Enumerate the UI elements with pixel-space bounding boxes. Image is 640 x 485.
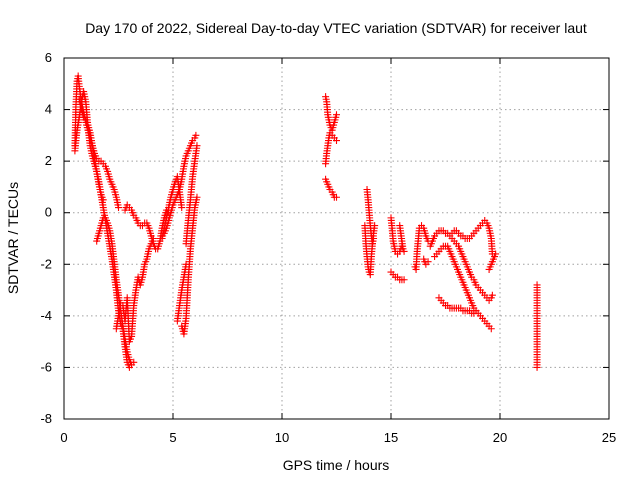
series-track-3 <box>75 95 107 204</box>
data-point <box>115 204 122 212</box>
series-track-14 <box>322 175 340 201</box>
x-tick-label: 15 <box>384 430 398 445</box>
data-point <box>130 358 138 366</box>
tick-label-layer: 0 5 10 15 20 25 -8 -6 -4 -2 0 2 4 6 <box>40 50 616 445</box>
y-tick-label: 2 <box>45 153 52 168</box>
data-point <box>492 250 500 258</box>
series-track-20 <box>411 222 432 273</box>
data-point <box>487 325 495 333</box>
series-track-26 <box>465 216 496 258</box>
series-track-24 <box>435 294 480 317</box>
series-track-27 <box>485 250 500 273</box>
x-tick-label: 20 <box>493 430 507 445</box>
series-track-16 <box>363 186 378 248</box>
series-track-22 <box>426 227 496 304</box>
y-tick-label: -8 <box>40 411 52 426</box>
series-track-28 <box>533 281 541 371</box>
data-point <box>182 260 190 268</box>
series-track-11 <box>173 260 190 325</box>
series-track-21 <box>420 255 432 268</box>
data-point <box>472 307 480 315</box>
x-tick-label: 5 <box>169 430 176 445</box>
y-axis-label: SDTVAR / TECUs <box>5 182 21 294</box>
series-track-10 <box>182 142 201 248</box>
x-tick-label: 0 <box>60 430 67 445</box>
data-point <box>424 258 432 266</box>
series-track-19 <box>396 222 408 255</box>
data-point <box>400 276 408 284</box>
plot-frame <box>63 57 610 420</box>
data-point <box>178 204 186 212</box>
data-point <box>400 247 408 255</box>
data-point <box>192 131 200 139</box>
data-point <box>333 137 340 145</box>
series-track-13 <box>322 129 340 168</box>
data-point <box>488 291 496 299</box>
chart-title: Day 170 of 2022, Sidereal Day-to-day VTE… <box>85 20 587 36</box>
y-tick-label: -6 <box>40 359 52 374</box>
marker-layer <box>71 72 541 371</box>
series-track-8 <box>160 131 200 237</box>
tick-layer <box>63 57 610 420</box>
data-point <box>333 111 340 119</box>
data-point <box>333 193 340 201</box>
y-tick-label: 4 <box>45 102 52 117</box>
series-track-4 <box>93 214 138 369</box>
x-tick-label: 25 <box>602 430 616 445</box>
y-tick-label: -2 <box>40 256 52 271</box>
y-tick-label: -4 <box>40 308 52 323</box>
data-point <box>193 142 201 150</box>
y-tick-label: 0 <box>45 205 52 220</box>
data-point <box>99 196 107 204</box>
data-point <box>370 235 378 242</box>
data-point <box>533 363 541 371</box>
series-track-5 <box>112 235 157 346</box>
data-point <box>193 193 201 201</box>
x-tick-label: 10 <box>275 430 289 445</box>
series-track-18 <box>387 268 408 284</box>
y-tick-label: 6 <box>45 50 52 65</box>
x-axis-label: GPS time / hours <box>283 457 390 473</box>
